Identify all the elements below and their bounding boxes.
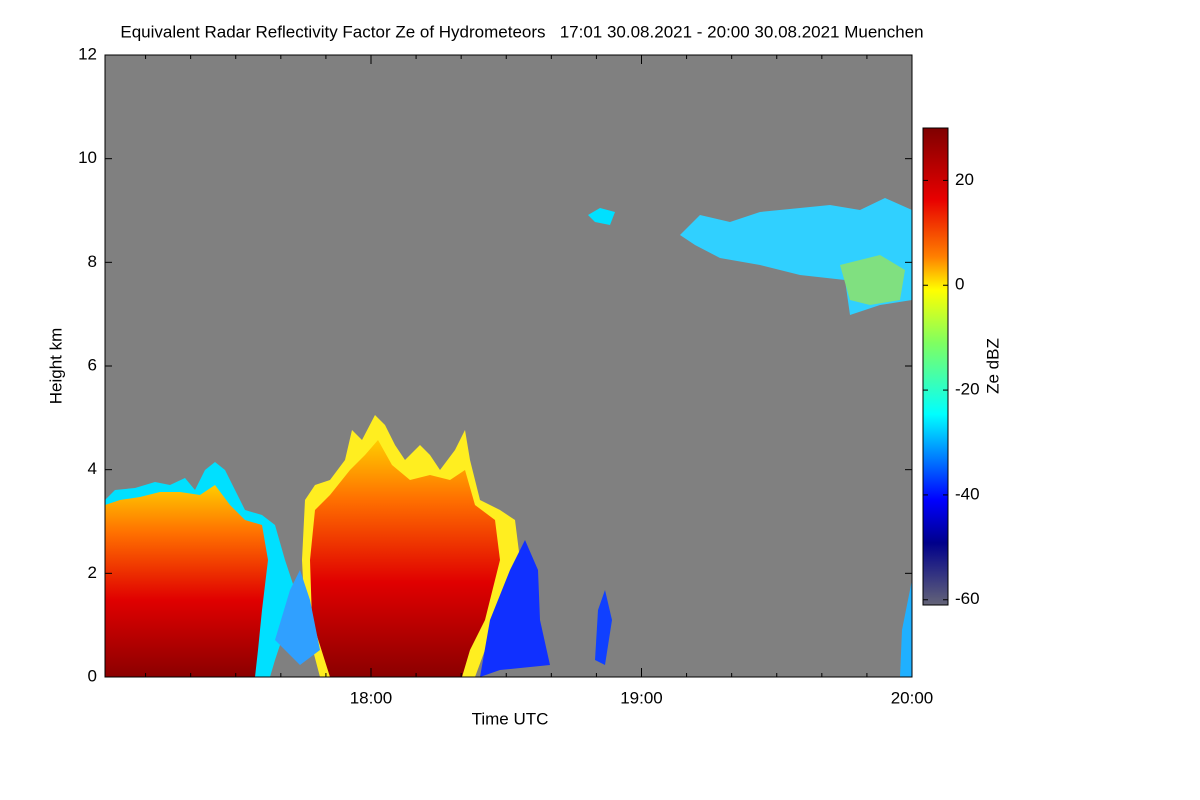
echo-upper (588, 208, 615, 225)
y-tick-label: 2 (88, 563, 97, 582)
echoes (105, 198, 912, 677)
colorbar-label: Ze dBZ (983, 338, 1002, 394)
echo-fringe (275, 570, 320, 665)
y-axis-label: Height km (46, 328, 65, 405)
x-axis-label: Time UTC (472, 709, 549, 728)
echo-fringe (480, 540, 550, 677)
colorbar (922, 127, 949, 606)
colorbar-tick-label: -60 (955, 589, 980, 608)
chart-title: Equivalent Radar Reflectivity Factor Ze … (120, 22, 923, 41)
echo-upper (840, 255, 905, 305)
y-tick-label: 4 (88, 459, 97, 478)
colorbar-tick-label: -40 (955, 484, 980, 503)
colorbar-tick-label: 20 (955, 170, 974, 189)
echo-fringe (900, 580, 912, 677)
echo-core (310, 440, 500, 677)
x-tick-label: 19:00 (620, 688, 663, 707)
x-tick-label: 18:00 (350, 688, 393, 707)
echo-fringe (595, 590, 612, 665)
y-tick-label: 10 (78, 148, 97, 167)
y-tick-label: 6 (88, 355, 97, 374)
y-tick-label: 8 (88, 252, 97, 271)
x-tick-label: 20:00 (891, 688, 934, 707)
colorbar-tick-label: 0 (955, 275, 964, 294)
echo-core (105, 485, 268, 677)
y-tick-label: 12 (78, 44, 97, 63)
colorbar-tick-label: -20 (955, 380, 980, 399)
y-tick-label: 0 (88, 666, 97, 685)
